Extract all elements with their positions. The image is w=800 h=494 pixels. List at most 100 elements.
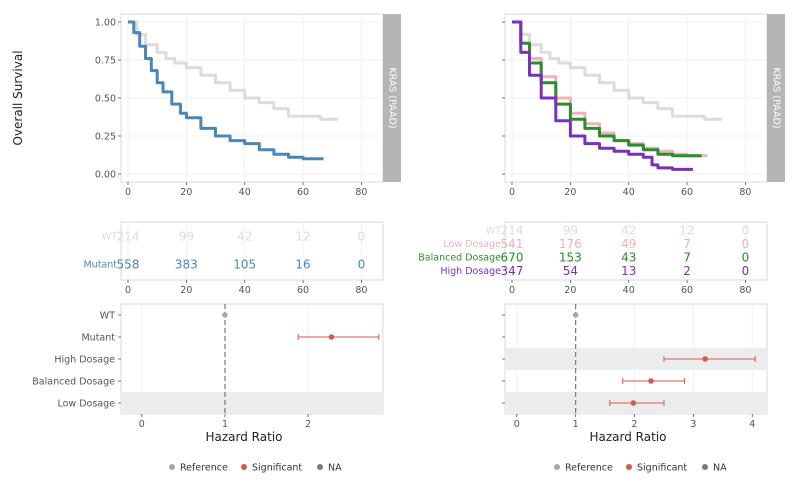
legend-item-reference: Reference: [169, 463, 228, 474]
series-balanced-dosage-line: [512, 20, 702, 158]
legend-label: NA: [328, 463, 342, 474]
risk-count: 2: [683, 264, 691, 278]
x-tick-label: 4: [749, 419, 755, 430]
x-tick-label: 20: [180, 285, 192, 296]
risk-count: 0: [358, 258, 366, 272]
shaded-row: [505, 348, 767, 370]
hr-point-marker: [630, 400, 637, 406]
risk-count: 0: [742, 224, 750, 238]
risk-count: 558: [117, 258, 140, 272]
risk_left-axis: 0 20 40 60 80: [125, 222, 367, 296]
survival_right-strip: KRAS (PAAD): [767, 14, 785, 182]
x-tick-label: 20: [180, 187, 192, 198]
risk-row-label: Low Dosage: [443, 239, 501, 250]
x-tick-label: 60: [297, 285, 309, 296]
hr-point-marker: [572, 312, 579, 318]
risk-count: 16: [295, 258, 310, 272]
risk-count: 12: [295, 230, 310, 244]
x-tick-label: 80: [355, 285, 367, 296]
risk-count: 0: [742, 251, 750, 265]
x-tick-label: 1: [573, 419, 579, 430]
risk-row-label: WT: [486, 226, 501, 237]
risk-count: 43: [621, 251, 636, 265]
facet-strip: [383, 14, 401, 182]
legend-marker: [702, 464, 708, 470]
risk-count: 12: [679, 224, 694, 238]
facet-strip-label: KRAS (PAAD): [387, 67, 398, 128]
risk-count: 13: [621, 264, 636, 278]
hr-point-marker: [222, 312, 228, 318]
category-label: Low Dosage: [57, 399, 115, 410]
risk-row-wt: WT 214 99 42 12 0: [486, 224, 749, 238]
y-tick-label: 0.00: [95, 170, 116, 181]
hr-point-balanced-dosage: [622, 378, 686, 384]
x-tick-label: 0: [509, 285, 515, 296]
hr-point-marker: [328, 334, 335, 340]
y-tick-label: 0.25: [95, 132, 116, 143]
y-tick-label: 1.00: [95, 18, 116, 29]
legend-marker: [241, 464, 247, 470]
risk-count: 0: [358, 230, 366, 244]
category-label: Balanced Dosage: [32, 377, 115, 388]
risk-count: 541: [501, 237, 524, 251]
survival_left-strip: KRAS (PAAD): [383, 14, 401, 182]
hr-point-mutant: [297, 334, 380, 340]
risk-count: 214: [117, 230, 140, 244]
x-tick-label: 40: [239, 187, 251, 198]
risk-row-mutant: Mutant 558 383 105 16 0: [83, 258, 365, 272]
y-tick-label: 0.50: [95, 94, 116, 105]
legend-label: Significant: [637, 463, 687, 474]
risk-row-wt: WT 214 99 42 12 0: [102, 230, 365, 244]
risk_right-panel: [504, 221, 768, 281]
risk-count: 0: [742, 264, 750, 278]
category-label: Mutant: [81, 333, 115, 344]
legend-label: Reference: [565, 463, 613, 474]
shaded-row: [121, 392, 383, 414]
x-tick-label: 80: [739, 285, 751, 296]
risk-row-label: WT: [102, 232, 117, 243]
hr-axis-title: Hazard Ratio: [206, 430, 283, 444]
x-tick-label: 2: [305, 419, 311, 430]
legend-right: Reference Significant NA: [554, 463, 727, 474]
legend-item-reference: Reference: [554, 463, 613, 474]
risk-count: 49: [621, 237, 636, 251]
hr-point-wt: [572, 312, 579, 318]
risk-count: 99: [179, 230, 194, 244]
risk-count: 214: [501, 224, 524, 238]
risk-count: 383: [175, 258, 198, 272]
risk-row-low-dosage: Low Dosage 541 176 49 7 0: [443, 237, 749, 251]
x-tick-label: 2: [632, 419, 638, 430]
risk-row-balanced-dosage: Balanced Dosage 670 153 43 7 0: [418, 251, 749, 265]
x-tick-label: 80: [355, 187, 367, 198]
risk_left-panel: [120, 221, 384, 281]
series-high-dosage-line: [512, 20, 693, 171]
x-tick-label: 20: [564, 285, 576, 296]
risk_right-axis: 0 20 40 60 80: [509, 222, 751, 296]
legend-left: Reference Significant NA: [169, 463, 342, 474]
hr-point-wt: [222, 312, 228, 318]
category-label: High Dosage: [54, 355, 115, 366]
facet-strip: [767, 14, 785, 182]
x-tick-label: 0: [514, 419, 520, 430]
risk-count: 7: [683, 237, 691, 251]
x-tick-label: 40: [239, 285, 251, 296]
facet-strip-label: KRAS (PAAD): [771, 67, 782, 128]
series-wt-line: [512, 20, 723, 121]
legend-label: Reference: [180, 463, 228, 474]
x-tick-label: 0: [125, 285, 131, 296]
hr-point-marker: [702, 356, 708, 362]
hr-point-marker: [648, 378, 654, 384]
x-tick-label: 80: [739, 187, 751, 198]
x-tick-label: 0: [509, 187, 515, 198]
risk-count: 42: [237, 230, 252, 244]
risk-row-label: Balanced Dosage: [418, 253, 501, 264]
risk-count: 54: [563, 264, 578, 278]
x-tick-label: 60: [681, 187, 693, 198]
x-tick-label: 40: [623, 187, 635, 198]
legend-marker: [554, 464, 560, 470]
x-tick-label: 3: [690, 419, 696, 430]
legend-marker: [317, 464, 323, 470]
series-wt-line: [128, 20, 339, 121]
legend-item-significant: Significant: [626, 463, 687, 474]
